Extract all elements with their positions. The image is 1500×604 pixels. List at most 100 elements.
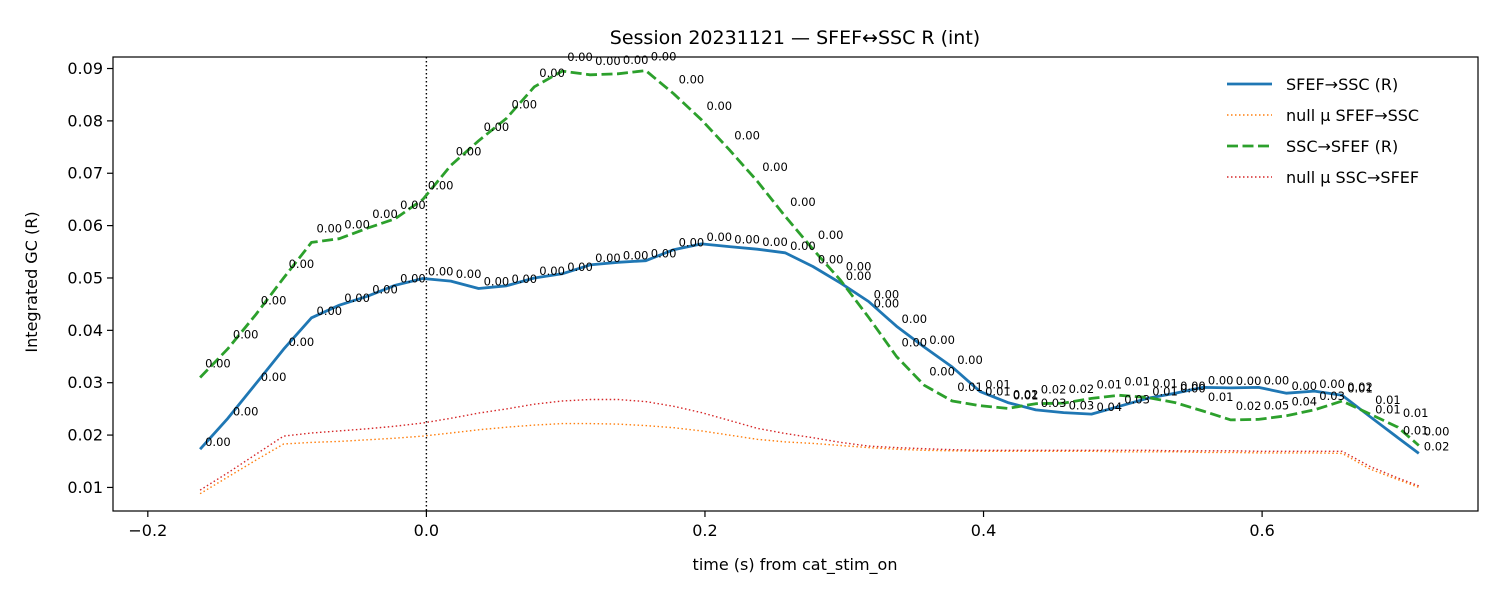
- data-label: 0.00: [734, 233, 760, 247]
- y-tick-label: 0.05: [67, 268, 103, 287]
- data-label: 0.00: [233, 404, 259, 418]
- data-label: 0.02: [1013, 387, 1039, 401]
- legend-label-3: null μ SSC→SFEF: [1286, 168, 1419, 187]
- data-label: 0.00: [651, 247, 677, 261]
- data-label: 0.03: [1041, 396, 1067, 410]
- plot-area: [199, 57, 1420, 511]
- data-label: 0.00: [790, 239, 816, 253]
- series-line-1: [199, 422, 1420, 495]
- data-label: 0.00: [707, 99, 733, 113]
- data-label: 0.00: [261, 370, 287, 384]
- data-label: 0.00: [818, 253, 844, 267]
- plot-frame: [112, 56, 1479, 512]
- data-label: 0.01: [1124, 374, 1150, 388]
- data-label: 0.02: [1041, 383, 1067, 397]
- data-label: 0.00: [456, 267, 482, 281]
- data-label: 0.01: [985, 378, 1011, 392]
- data-label: 0.00: [1236, 374, 1262, 388]
- data-label: 0.00: [344, 218, 370, 232]
- data-label: 0.00: [902, 336, 928, 350]
- data-label: 0.00: [1264, 373, 1290, 387]
- data-label: 0.03: [1069, 399, 1095, 413]
- data-label: 0.01: [1375, 403, 1401, 417]
- data-label: 0.00: [790, 195, 816, 209]
- chart-title: Session 20231121 — SFEF↔SSC R (int): [610, 27, 980, 49]
- data-label: 0.01: [1403, 406, 1429, 420]
- data-label: 0.00: [874, 296, 900, 310]
- data-label: 0.00: [707, 230, 733, 244]
- data-label: 0.00: [595, 251, 621, 265]
- data-label: 0.04: [1097, 400, 1123, 414]
- y-tick-label: 0.06: [67, 216, 103, 235]
- data-label: 0.00: [762, 160, 788, 174]
- data-label: 0.00: [205, 435, 231, 449]
- data-label: 0.00: [1180, 382, 1206, 396]
- legend: SFEF→SSC (R) null μ SFEF→SSC SSC→SFEF (R) n…: [1227, 75, 1419, 187]
- x-axis-label: time (s) from cat_stim_on: [693, 555, 898, 575]
- data-label: 0.00: [512, 272, 538, 286]
- data-label: 0.00: [874, 288, 900, 302]
- data-label: 0.00: [734, 129, 760, 143]
- data-label: 0.00: [957, 353, 983, 367]
- y-axis-label: Integrated GC (R): [22, 211, 41, 352]
- data-label: 0.00: [456, 144, 482, 158]
- data-label: 0.01: [1347, 381, 1373, 395]
- data-label: 0.01: [1097, 377, 1123, 391]
- data-label: 0.00: [289, 257, 315, 271]
- data-label: 0.00: [261, 294, 287, 308]
- data-label: 0.02: [1347, 380, 1373, 394]
- data-label: 0.01: [957, 380, 983, 394]
- y-tick-label: 0.08: [67, 111, 103, 130]
- data-label: 0.00: [1319, 377, 1345, 391]
- data-label: 0.00: [289, 335, 315, 349]
- data-label: 0.00: [846, 269, 872, 283]
- y-tick-label: 0.02: [67, 426, 103, 445]
- data-label: 0.00: [1292, 379, 1318, 393]
- data-label: 0.01: [985, 385, 1011, 399]
- data-label: 0.00: [818, 228, 844, 242]
- legend-label-2: SSC→SFEF (R): [1286, 137, 1398, 156]
- data-label: 0.00: [539, 264, 565, 278]
- y-tick-label: 0.01: [67, 478, 103, 497]
- data-label: 0.00: [1180, 379, 1206, 393]
- data-label: 0.00: [428, 265, 454, 279]
- data-labels: 0.000.000.000.000.000.000.000.00 0.00 0.00…: [205, 50, 1449, 454]
- data-label: 0.01: [1152, 384, 1178, 398]
- series-line-3: [199, 398, 1420, 491]
- legend-label-0: SFEF→SSC (R): [1286, 75, 1398, 94]
- data-label: 0.04: [1292, 395, 1318, 409]
- data-label: 0.00: [317, 304, 343, 318]
- data-label: 0.00: [929, 364, 955, 378]
- data-label: 0.00: [567, 260, 593, 274]
- data-label: 0.00: [762, 235, 788, 249]
- series-line-2: [199, 69, 1420, 447]
- data-label: 0.03: [1319, 389, 1345, 403]
- y-tick-label: 0.07: [67, 164, 103, 183]
- data-label: 0.03: [1124, 392, 1150, 406]
- data-label: 0.02: [1069, 382, 1095, 396]
- data-label: 0.00: [623, 248, 649, 262]
- data-label: 0.00: [344, 291, 370, 305]
- y-tick-label: 0.04: [67, 321, 103, 340]
- data-label: 0.00: [595, 54, 621, 68]
- data-label: 0.00: [1208, 373, 1234, 387]
- data-label: 0.00: [846, 260, 872, 274]
- data-label: 0.00: [317, 221, 343, 235]
- axes: −0.2 0.0 0.2 0.4 0.60.010.020.030.040.050.06…: [67, 56, 1479, 540]
- data-label: 0.00: [428, 178, 454, 192]
- y-tick-label: 0.03: [67, 373, 103, 392]
- data-label: 0.00: [484, 120, 510, 134]
- data-label: 0.01: [1208, 390, 1234, 404]
- data-label: 0.00: [400, 271, 426, 285]
- data-label: 0.00: [623, 53, 649, 67]
- data-label: 0.01: [1403, 424, 1429, 438]
- data-label: 0.01: [1152, 376, 1178, 390]
- data-label: 0.05: [1264, 398, 1290, 412]
- data-label: 0.00: [512, 97, 538, 111]
- data-label: 0.00: [372, 282, 398, 296]
- data-label: 0.00: [539, 66, 565, 80]
- data-label: 0.00: [1424, 425, 1450, 439]
- data-label: 0.00: [679, 236, 705, 250]
- x-tick-label: 0.0: [414, 521, 439, 540]
- data-label: 0.00: [233, 328, 259, 342]
